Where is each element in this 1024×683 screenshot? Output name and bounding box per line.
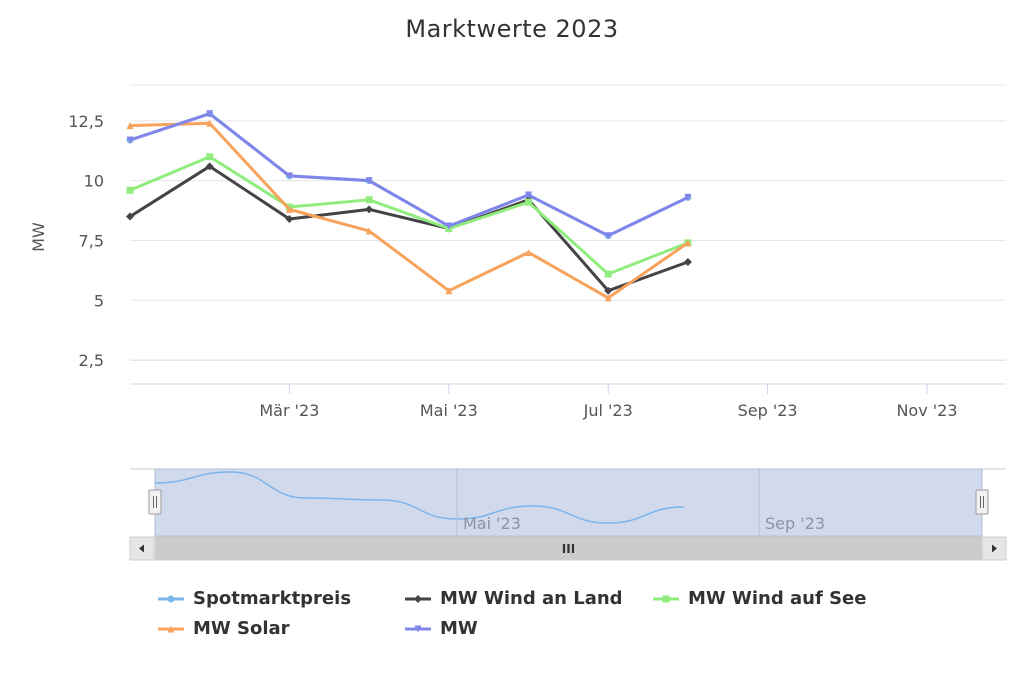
y-tick-label: 5 bbox=[94, 291, 104, 310]
series-line[interactable] bbox=[129, 155, 689, 276]
navigator-label: Sep '23 bbox=[765, 514, 825, 533]
data-point[interactable] bbox=[604, 232, 612, 240]
data-point[interactable] bbox=[365, 177, 373, 185]
legend-label: MW Solar bbox=[193, 618, 290, 639]
data-point[interactable] bbox=[525, 191, 532, 199]
series-line[interactable] bbox=[129, 112, 689, 238]
legend-marker bbox=[167, 595, 175, 602]
data-point[interactable] bbox=[206, 110, 214, 118]
navigator[interactable]: Mai '23 Sep '23 III bbox=[129, 468, 1007, 561]
legend-item[interactable]: Spotmarktpreis bbox=[158, 588, 351, 609]
data-point[interactable] bbox=[126, 212, 134, 221]
data-point[interactable] bbox=[126, 122, 134, 130]
x-tick-label: Sep '23 bbox=[738, 401, 798, 420]
navigator-selection[interactable] bbox=[154, 468, 983, 537]
series-mw-wind-an-land[interactable] bbox=[126, 162, 692, 295]
data-point[interactable] bbox=[445, 287, 453, 295]
x-tick-label: Mai '23 bbox=[420, 401, 478, 420]
data-point[interactable] bbox=[126, 136, 134, 144]
legend-swatch bbox=[405, 625, 431, 632]
data-point[interactable] bbox=[285, 205, 293, 213]
data-point[interactable] bbox=[206, 153, 214, 161]
data-point[interactable] bbox=[604, 294, 612, 302]
data-point[interactable] bbox=[285, 172, 293, 180]
data-point[interactable] bbox=[683, 258, 692, 267]
legend-swatch bbox=[405, 594, 431, 603]
series-mw-wind-auf-see[interactable] bbox=[126, 153, 692, 278]
scrollbar-grip: III bbox=[562, 542, 575, 556]
scroll-right-button[interactable] bbox=[981, 536, 1007, 561]
data-point[interactable] bbox=[604, 270, 612, 278]
data-point[interactable] bbox=[365, 227, 373, 235]
legend-marker bbox=[662, 595, 670, 602]
x-tick-label: Jul '23 bbox=[583, 401, 633, 420]
legend-swatch bbox=[653, 595, 679, 602]
x-tick-label: Mär '23 bbox=[259, 401, 319, 420]
y-tick-label: 10 bbox=[84, 172, 104, 191]
series-mw[interactable] bbox=[126, 110, 692, 240]
scrollbar-thumb[interactable] bbox=[155, 537, 982, 560]
legend-label: MW bbox=[440, 618, 478, 639]
data-point[interactable] bbox=[126, 186, 134, 194]
legend-item[interactable]: MW bbox=[405, 618, 478, 639]
data-point[interactable] bbox=[525, 248, 532, 256]
arrow-left-icon bbox=[139, 544, 144, 553]
chart-title: Marktwerte 2023 bbox=[405, 15, 618, 43]
legend-label: Spotmarktpreis bbox=[193, 588, 352, 609]
scrollbar[interactable]: III bbox=[129, 536, 1007, 561]
series-line[interactable] bbox=[129, 121, 689, 300]
legend-item[interactable]: MW Wind auf See bbox=[653, 588, 866, 609]
y-tick-label: 12,5 bbox=[68, 112, 104, 131]
y-tick-label: 7,5 bbox=[79, 231, 104, 250]
data-point[interactable] bbox=[684, 193, 692, 201]
legend-marker bbox=[414, 625, 422, 632]
data-point[interactable] bbox=[206, 119, 214, 127]
data-point[interactable] bbox=[684, 239, 692, 247]
data-point[interactable] bbox=[604, 286, 613, 295]
scroll-left-button[interactable] bbox=[129, 536, 155, 561]
navigator-label: Mai '23 bbox=[463, 514, 521, 533]
series-layer bbox=[126, 110, 692, 302]
data-point[interactable] bbox=[445, 222, 453, 230]
data-point[interactable] bbox=[365, 196, 373, 204]
navigator-handle-right[interactable] bbox=[975, 489, 989, 515]
series-line[interactable] bbox=[129, 164, 689, 293]
legend-marker bbox=[167, 625, 175, 632]
navigator-series-line bbox=[154, 471, 684, 524]
series-mw-solar[interactable] bbox=[126, 119, 692, 302]
arrow-right-icon bbox=[992, 544, 997, 553]
legend-label: MW Wind an Land bbox=[440, 588, 623, 609]
data-point[interactable] bbox=[205, 162, 214, 171]
x-tick-label: Nov '23 bbox=[896, 401, 957, 420]
y-axis-ticks: 2,5 5 7,5 10 12,5 bbox=[68, 112, 104, 370]
legend-item[interactable]: MW Wind an Land bbox=[405, 588, 623, 609]
x-axis: Mär '23 Mai '23 Jul '23 Sep '23 Nov '23 bbox=[130, 383, 1006, 420]
legend-swatch bbox=[158, 625, 184, 632]
legend-marker bbox=[414, 594, 422, 603]
data-point[interactable] bbox=[525, 198, 532, 206]
legend-swatch bbox=[158, 595, 184, 602]
y-tick-label: 2,5 bbox=[79, 351, 104, 370]
legend-item[interactable]: MW Solar bbox=[158, 618, 290, 639]
legend-label: MW Wind auf See bbox=[688, 588, 867, 609]
y-axis-label: MW bbox=[29, 222, 48, 252]
data-point[interactable] bbox=[365, 205, 374, 214]
gridlines bbox=[130, 84, 1006, 361]
series-line[interactable] bbox=[129, 112, 689, 238]
data-point[interactable] bbox=[285, 214, 294, 223]
navigator-handle-left[interactable] bbox=[148, 489, 162, 515]
